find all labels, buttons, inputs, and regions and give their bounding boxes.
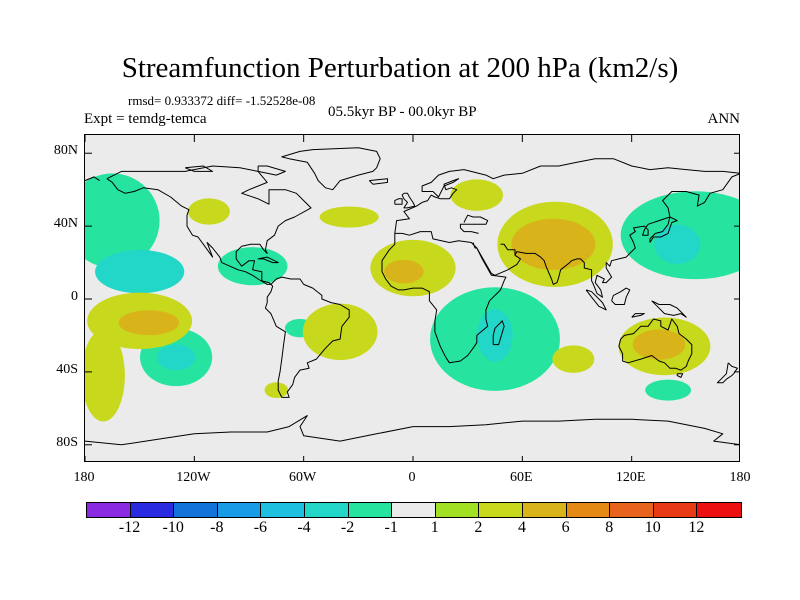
coastline	[257, 165, 286, 176]
lon-label: 180	[729, 470, 751, 485]
contour-region	[450, 179, 504, 211]
coastline	[85, 176, 100, 182]
coastline	[459, 214, 489, 234]
lat-label: 80S	[56, 434, 78, 450]
colorbar-label: -12	[118, 519, 141, 536]
coastline	[264, 276, 350, 398]
map-plot	[85, 135, 739, 461]
colorbar-swatch	[697, 503, 741, 517]
contour-region	[85, 329, 125, 422]
contour-region	[157, 344, 196, 371]
lat-label: 80N	[53, 143, 78, 159]
contour-region	[118, 310, 179, 336]
contour-region	[302, 303, 378, 361]
lat-label: 40S	[56, 361, 78, 377]
coastline	[649, 216, 678, 243]
coastline	[401, 192, 416, 209]
chart-title: Streamfunction Perturbation at 200 hPa (…	[121, 52, 679, 84]
lon-label: 60E	[510, 470, 533, 485]
colorbar-label: 6	[561, 519, 570, 536]
colorbar-label: 1	[430, 519, 439, 536]
colorbar-label: -2	[340, 519, 355, 536]
colorbar-swatch	[653, 503, 698, 517]
colorbar-swatch	[304, 503, 349, 517]
contour-region	[632, 329, 686, 360]
coastline	[381, 231, 507, 364]
colorbar-label: 2	[474, 519, 483, 536]
coastline	[281, 147, 381, 191]
colorbar-label: 12	[688, 519, 705, 536]
colorbar-label: 4	[518, 519, 526, 536]
contour-region	[511, 218, 596, 270]
contour-region	[552, 345, 595, 373]
season-label: ANN	[707, 111, 741, 127]
colorbar-swatch	[392, 503, 436, 517]
lon-label: 120E	[615, 470, 646, 485]
coastline	[585, 289, 607, 311]
colorbar-label: -1	[384, 519, 398, 536]
rmsd-diff-stats: rmsd= 0.933372 diff= -1.52528e-08	[128, 93, 316, 108]
contour-region	[95, 250, 185, 294]
colorbar-label: -4	[297, 519, 311, 536]
lat-label: 0	[71, 289, 78, 304]
coastline	[611, 287, 631, 305]
colorbar-label: 8	[605, 519, 614, 536]
contour-region	[654, 224, 701, 265]
coastline	[716, 362, 738, 384]
colorbar-label: -10	[162, 519, 184, 536]
lon-label: 180	[73, 470, 95, 485]
coastline	[257, 256, 279, 264]
colorbar-swatch	[610, 503, 654, 517]
colorbar	[86, 502, 742, 518]
colorbar-swatch	[130, 503, 175, 517]
colorbar-swatch	[348, 503, 393, 517]
period-label: 05.5kyr BP - 00.0kyr BP	[328, 104, 477, 120]
coastline	[472, 173, 739, 298]
contour-region	[85, 173, 160, 268]
coastline	[185, 165, 214, 172]
coastline	[492, 320, 505, 346]
contour-region	[264, 382, 289, 398]
colorbar-swatch	[87, 503, 131, 517]
contour-region	[384, 259, 424, 284]
contour-region	[319, 206, 379, 228]
coastline	[85, 415, 739, 446]
coastline	[394, 198, 403, 205]
coastline	[394, 158, 739, 234]
coastline	[368, 178, 388, 185]
colorbar-swatch	[261, 503, 305, 517]
coastline	[631, 313, 645, 318]
colorbar-label: 10	[644, 519, 661, 536]
colorbar-swatch	[174, 503, 218, 517]
colorbar-label: -8	[210, 519, 224, 536]
experiment-label: Expt = temdg-temca	[84, 111, 207, 127]
lon-label: 60W	[289, 470, 317, 485]
coastlines	[85, 147, 739, 446]
coastline	[651, 300, 687, 318]
lon-label: 120W	[176, 470, 211, 485]
coastline	[676, 373, 684, 378]
lat-label: 40N	[53, 216, 78, 232]
coastline	[500, 243, 516, 256]
coastline	[618, 318, 693, 371]
colorbar-swatch	[522, 503, 567, 517]
colorbar-swatch	[435, 503, 480, 517]
contour-region	[477, 309, 513, 362]
lon-label: 0	[408, 470, 416, 485]
colorbar-swatch	[217, 503, 262, 517]
colorbar-label: -6	[253, 519, 268, 536]
colorbar-swatch	[479, 503, 523, 517]
contour-region	[645, 379, 692, 401]
colorbar-swatch	[566, 503, 611, 517]
map-panel	[84, 134, 740, 462]
contour-region	[217, 247, 288, 286]
contour-region	[187, 198, 230, 225]
contour-fields	[85, 173, 739, 422]
coastline	[106, 165, 312, 285]
